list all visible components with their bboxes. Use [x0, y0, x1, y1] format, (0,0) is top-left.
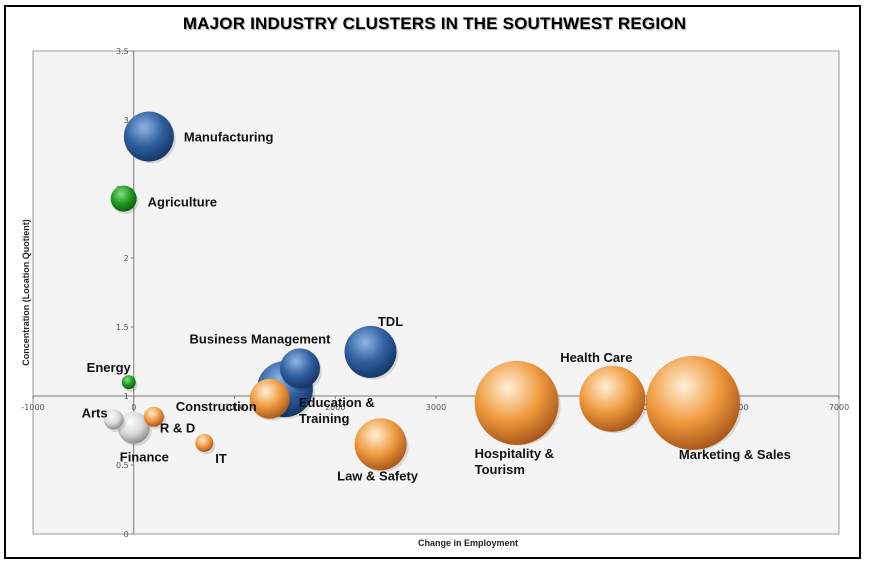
bubble-manufacturing	[123, 111, 174, 162]
bubble-energy	[121, 375, 136, 390]
bubble-label: TDL	[378, 314, 403, 329]
bubble-finance	[117, 411, 150, 444]
bubble-agriculture	[110, 185, 137, 212]
bubble-label: Energy	[87, 360, 132, 375]
bubble-label: Business Management	[190, 331, 332, 346]
y-axis-title: Concentration (Location Quotient)	[21, 219, 31, 366]
bubble-label: Manufacturing	[184, 130, 274, 145]
bubble-label: Marketing & Sales	[679, 447, 791, 462]
bubble-labels: Manufacturing Agriculture Business Managem…	[82, 130, 791, 484]
bubble-r-d	[143, 406, 164, 427]
y-tick-label: 3	[124, 116, 129, 125]
bubble-health-care	[579, 365, 646, 432]
x-tick-label: -1000	[21, 403, 44, 412]
x-tick-label: 7000	[829, 403, 849, 412]
x-tick-label: 2000	[325, 403, 345, 412]
bubble-hospitality-tourism	[474, 360, 559, 445]
bubble-label: Construction	[176, 399, 257, 414]
chart-title: MAJOR INDUSTRY CLUSTERS IN THE SOUTHWEST…	[182, 14, 687, 33]
bubble-law-safety	[354, 418, 407, 471]
x-tick-label: 0	[131, 403, 136, 412]
y-tick-label: 1	[124, 392, 129, 401]
bubble-label: Finance	[120, 450, 169, 465]
bubble-label: Health Care	[560, 350, 632, 365]
bubble-business-management	[279, 348, 320, 389]
y-tick-label: 3.5	[116, 47, 129, 56]
bubble-label: Arts	[82, 405, 108, 420]
y-tick-label: 0	[124, 530, 129, 539]
bubble-label: IT	[215, 451, 227, 466]
x-tick-label: 1000	[224, 403, 244, 412]
bubble-label: Agriculture	[148, 195, 217, 210]
y-tick-label: 1.5	[116, 323, 129, 332]
y-tick-label: 0.5	[116, 461, 129, 470]
bubble-it	[195, 433, 214, 452]
bubbles	[103, 111, 742, 472]
bubble-label: R & D	[160, 421, 195, 436]
bubble-marketing-sales	[645, 355, 740, 450]
x-tick-label: 3000	[426, 403, 446, 412]
bubble-construction	[249, 378, 290, 419]
bubble-arts	[103, 409, 124, 430]
x-axis-title: Change in Employment	[418, 538, 518, 548]
bubble-label: Law & Safety	[337, 468, 419, 483]
bubble-label: Education & Training	[299, 395, 375, 426]
bubble-tdl	[344, 325, 397, 378]
y-tick-label: 2	[124, 254, 129, 263]
bubble-label: Hospitality & Tourism	[475, 446, 554, 477]
